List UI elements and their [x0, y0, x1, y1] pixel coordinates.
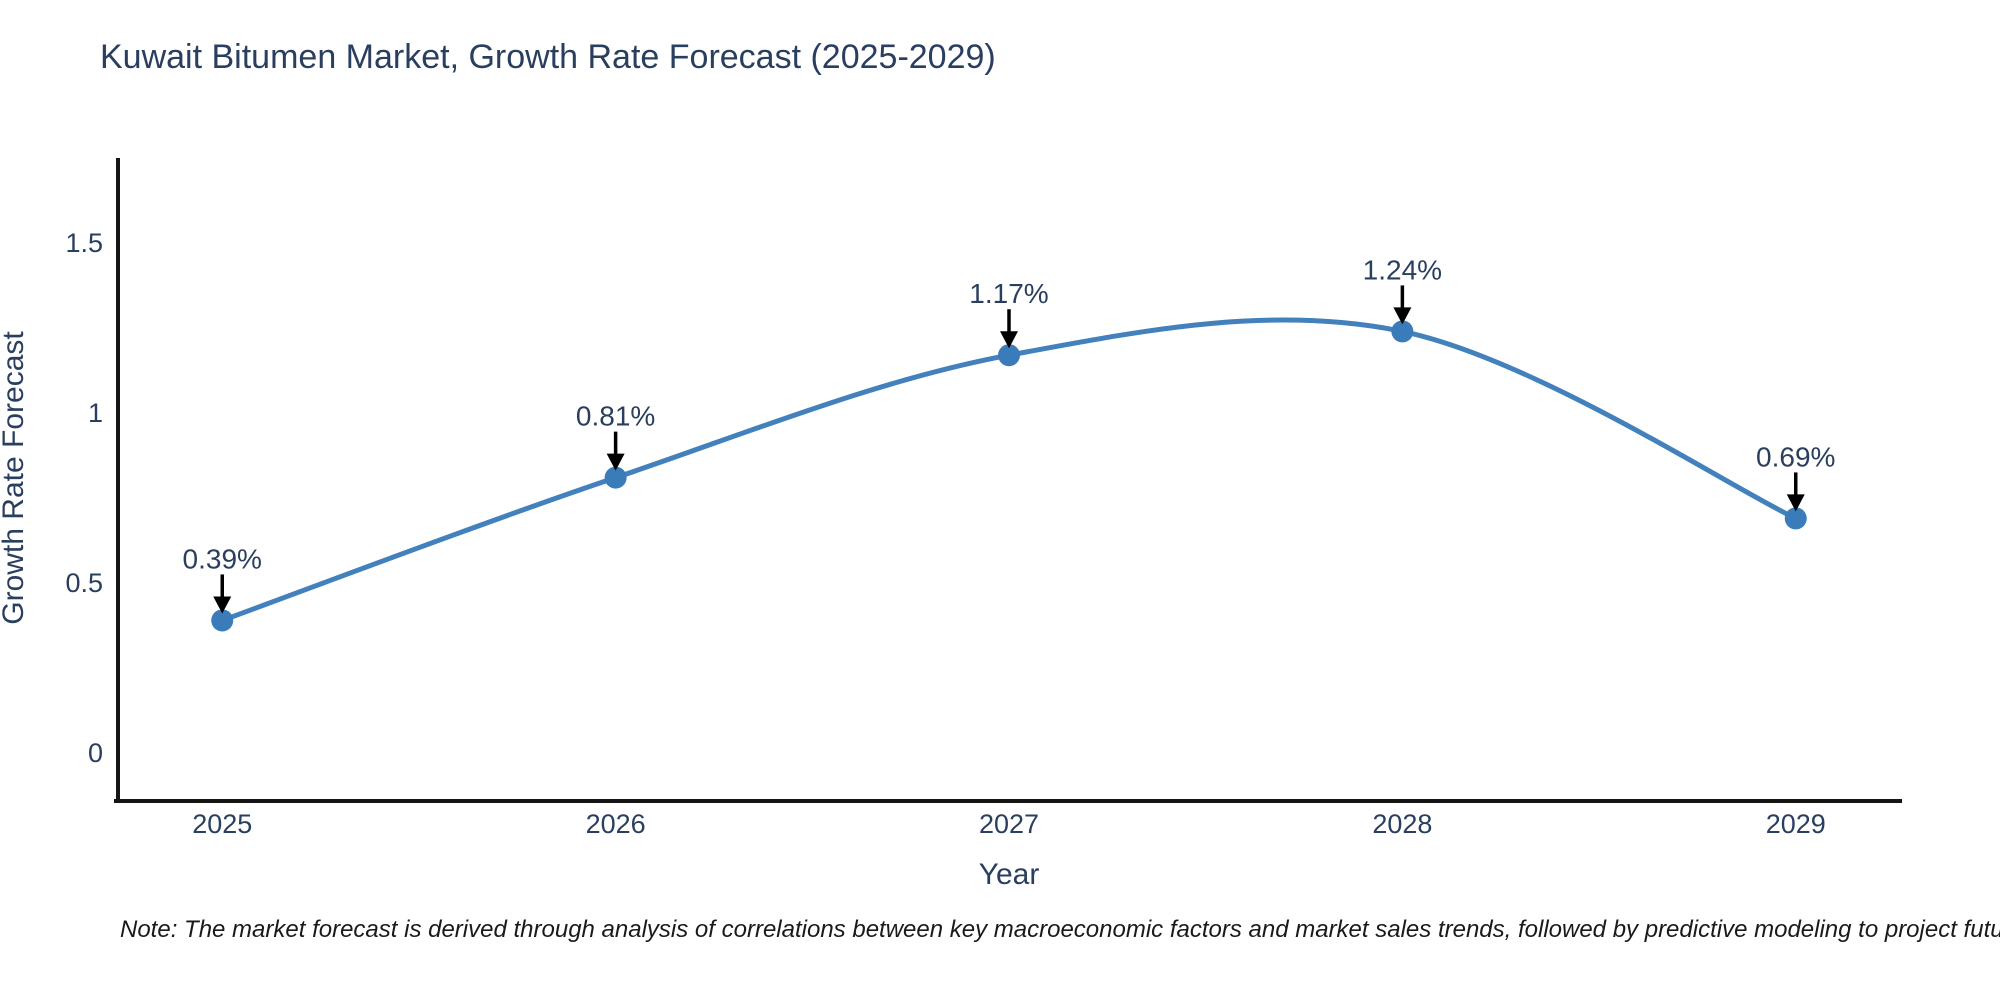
x-tick-label: 2028: [1372, 809, 1432, 839]
data-point-label: 1.24%: [1363, 254, 1442, 285]
y-tick-label: 1: [88, 398, 103, 428]
y-tick-label: 0.5: [65, 568, 103, 598]
annotation-arrowhead: [213, 596, 232, 614]
data-point: [211, 609, 234, 632]
x-tick-label: 2025: [192, 809, 252, 839]
y-tick-label: 0: [88, 738, 103, 768]
annotation-arrowhead: [606, 453, 625, 471]
data-point-label: 0.39%: [183, 543, 262, 574]
data-point: [604, 466, 627, 489]
y-tick-label: 1.5: [65, 228, 103, 258]
data-point: [1784, 507, 1807, 530]
data-point-label: 1.17%: [969, 278, 1048, 309]
chart-title: Kuwait Bitumen Market, Growth Rate Forec…: [100, 38, 996, 76]
data-point: [998, 344, 1020, 367]
annotation-arrowhead: [1786, 494, 1805, 512]
x-axis-title: Year: [978, 858, 1040, 891]
annotation-arrowhead: [1393, 307, 1412, 325]
x-tick-label: 2026: [586, 809, 646, 839]
annotation-arrowhead: [1000, 331, 1018, 349]
data-point-label: 0.81%: [576, 401, 655, 432]
data-point: [1391, 320, 1414, 343]
x-tick-label: 2027: [979, 809, 1039, 839]
footnote: Note: The market forecast is derived thr…: [120, 916, 2000, 943]
data-point-label: 0.69%: [1756, 441, 1835, 472]
x-tick-label: 2029: [1766, 809, 1826, 839]
